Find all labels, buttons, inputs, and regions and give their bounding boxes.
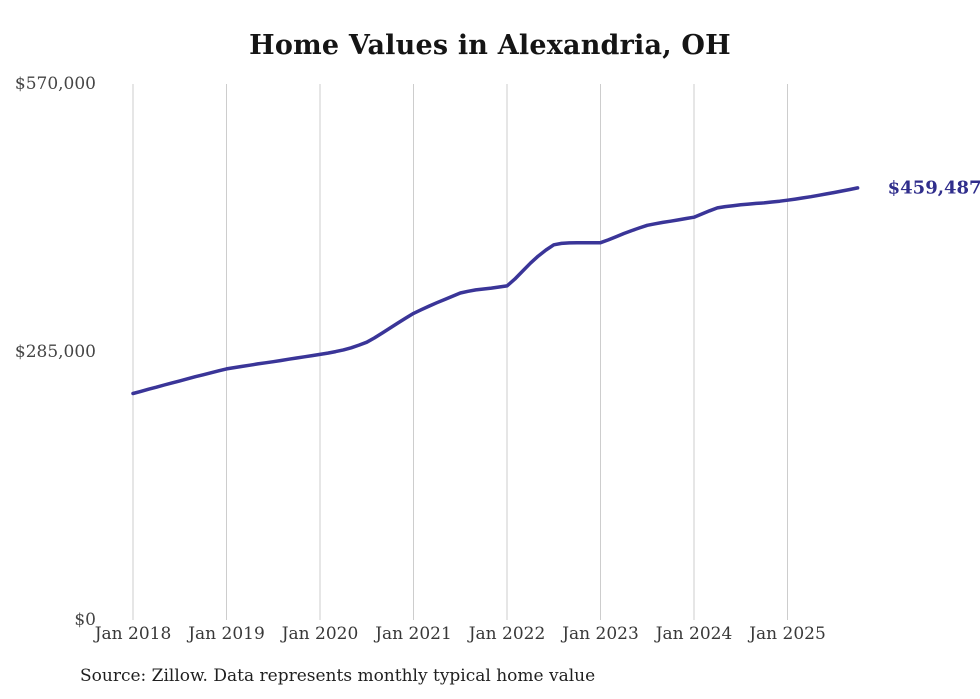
x-tick-label: Jan 2021 xyxy=(375,624,452,644)
vertical-gridlines xyxy=(132,84,788,620)
x-tick-label: Jan 2022 xyxy=(468,624,546,644)
x-tick-label: Jan 2018 xyxy=(94,624,172,644)
chart-title: Home Values in Alexandria, OH xyxy=(249,30,731,61)
latest-value-label: $459,487 xyxy=(887,177,980,199)
x-tick-label: Jan 2019 xyxy=(188,624,265,644)
source-note: Source: Zillow. Data represents monthly … xyxy=(80,666,596,686)
y-tick-label: $0 xyxy=(74,610,96,630)
x-tick-label: Jan 2025 xyxy=(749,624,826,644)
y-tick-label: $285,000 xyxy=(14,342,96,362)
x-tick-label: Jan 2023 xyxy=(562,624,639,644)
x-tick-label: Jan 2020 xyxy=(281,624,359,644)
y-tick-label: $570,000 xyxy=(14,74,96,94)
x-tick-label: Jan 2024 xyxy=(655,624,733,644)
home-value-line xyxy=(131,186,860,396)
